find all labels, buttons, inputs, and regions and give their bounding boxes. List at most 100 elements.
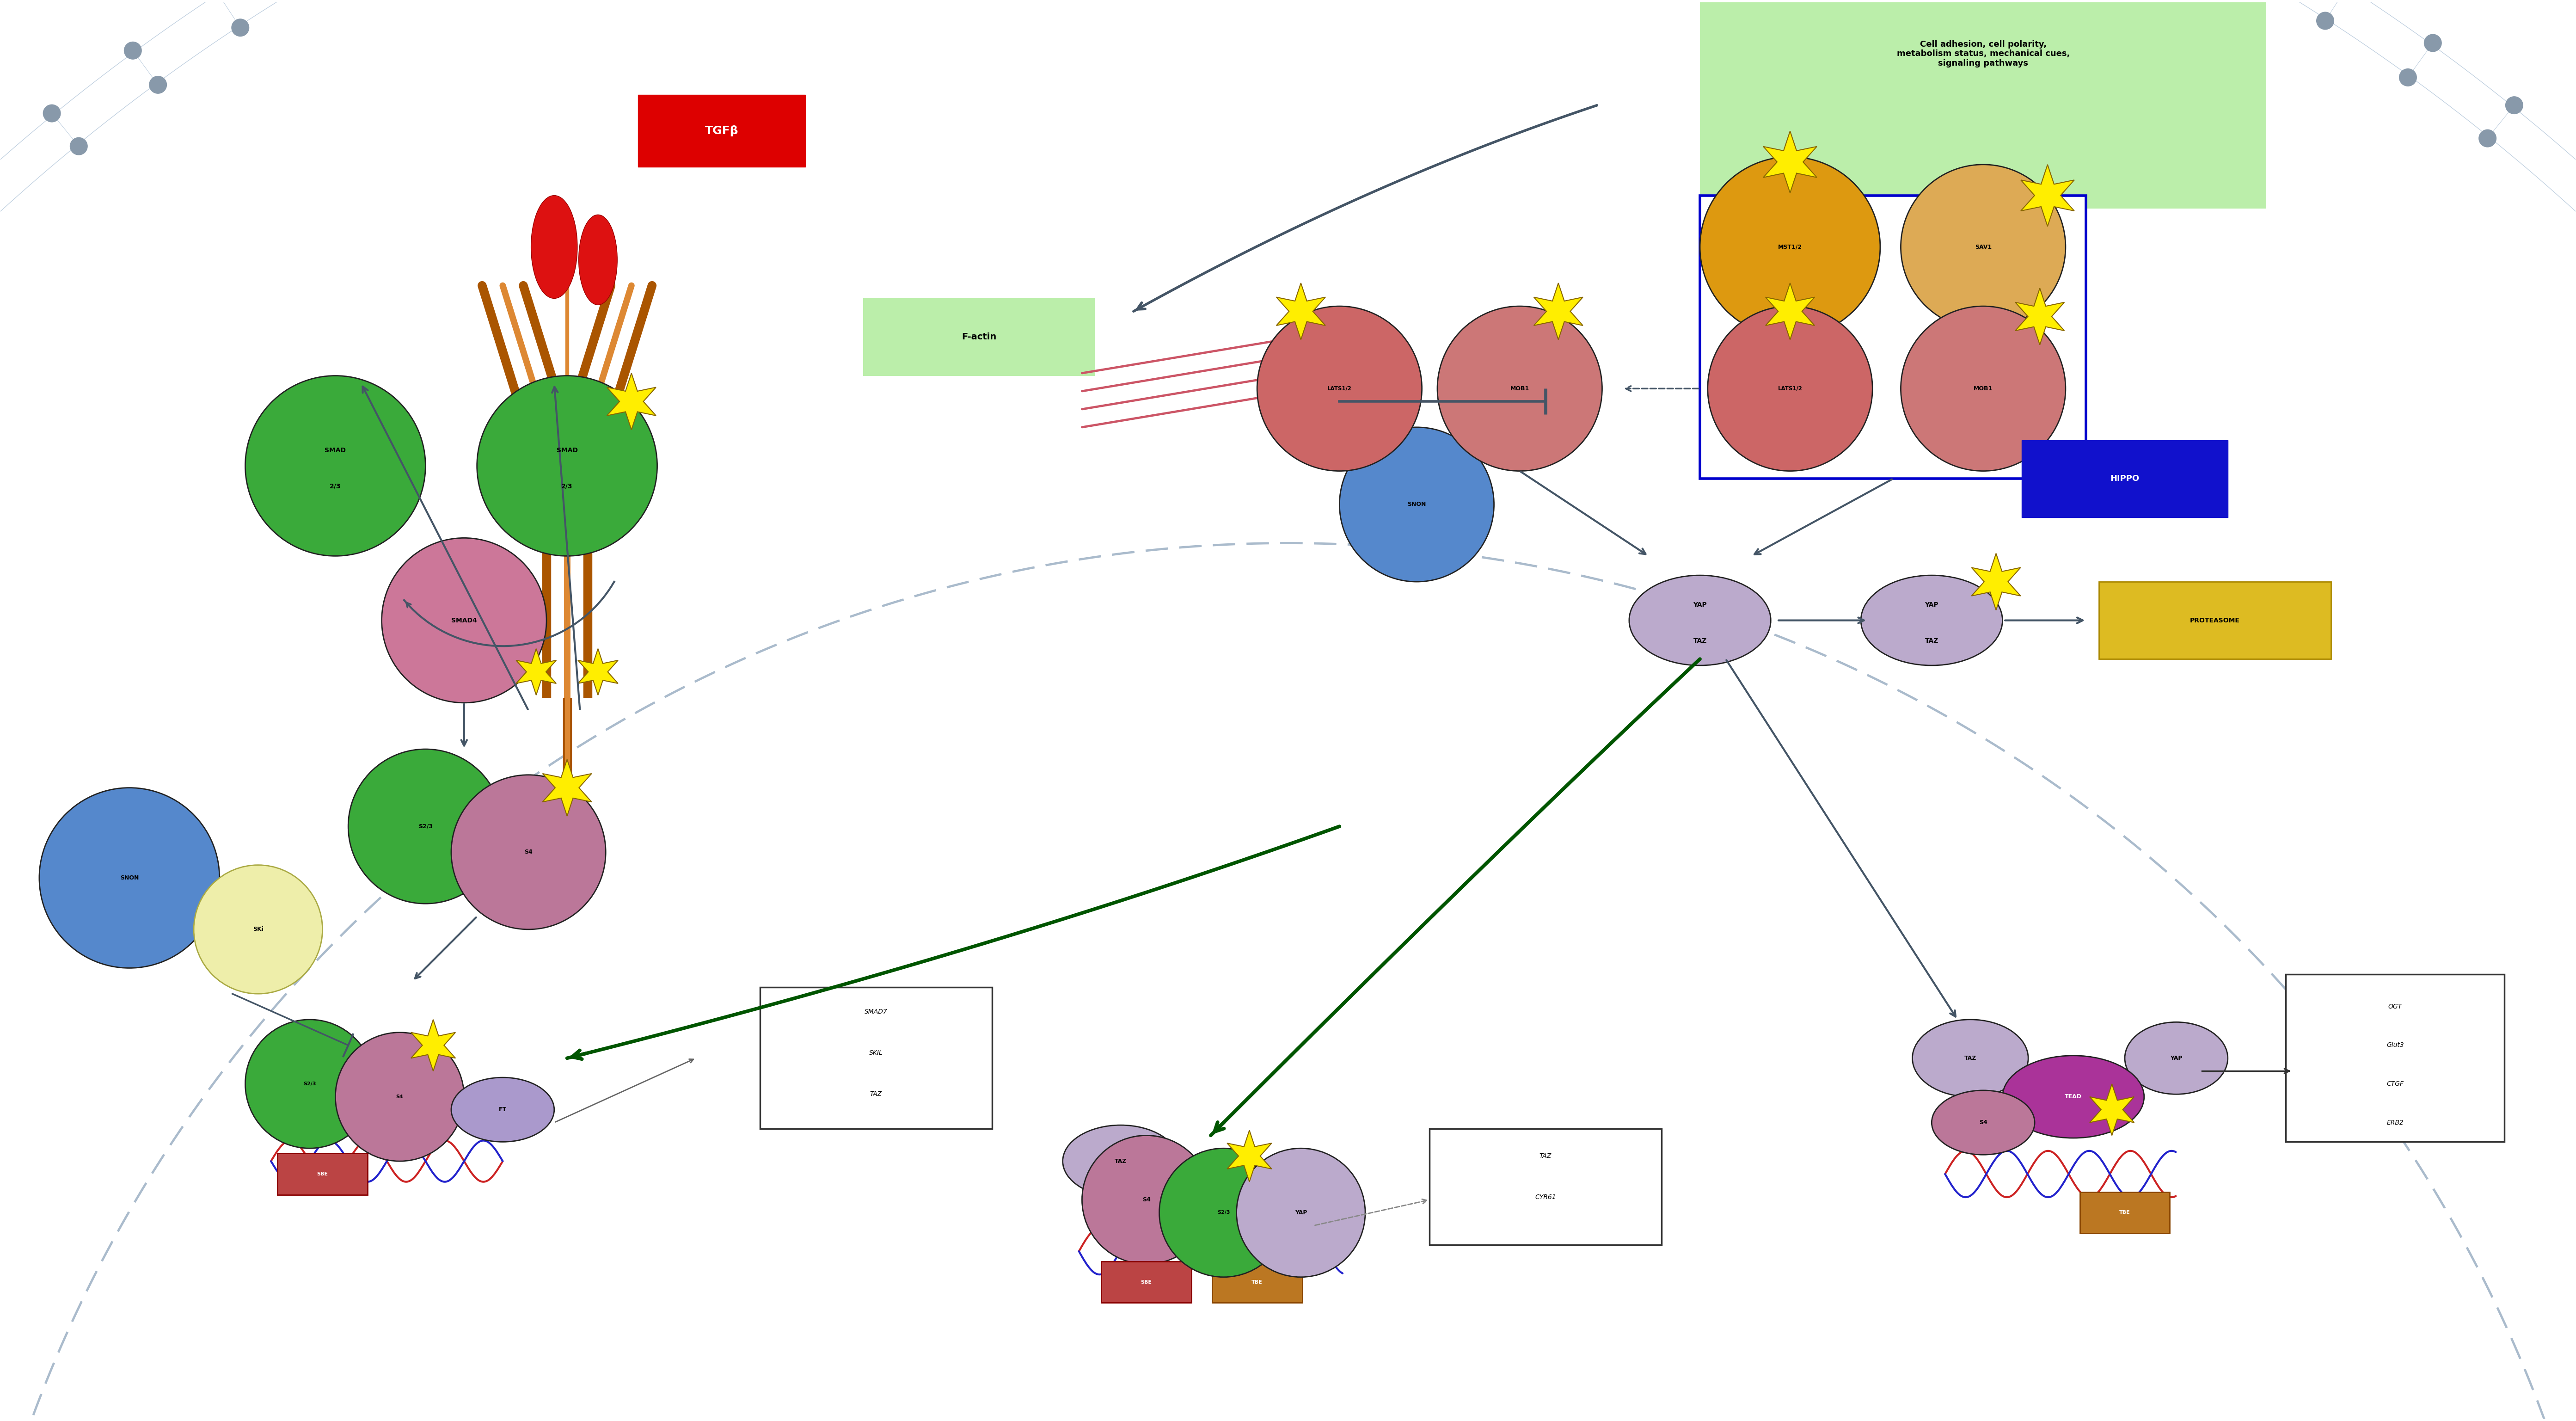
Circle shape	[1700, 156, 1880, 337]
Text: OGT: OGT	[2388, 1003, 2401, 1010]
Text: S2/3: S2/3	[304, 1081, 317, 1086]
Text: MST1/2: MST1/2	[1777, 244, 1803, 250]
Ellipse shape	[1064, 1125, 1180, 1198]
Circle shape	[477, 375, 657, 556]
Bar	[2099, 581, 2331, 659]
Circle shape	[44, 104, 62, 122]
Text: S4: S4	[397, 1094, 404, 1098]
Circle shape	[124, 41, 142, 60]
Circle shape	[1437, 306, 1602, 470]
Text: TBE: TBE	[2120, 1211, 2130, 1215]
Polygon shape	[515, 649, 556, 695]
Ellipse shape	[531, 196, 577, 298]
Circle shape	[193, 865, 322, 993]
Circle shape	[232, 18, 250, 37]
Text: S2/3: S2/3	[1218, 1211, 1229, 1215]
Text: TGFβ: TGFβ	[706, 125, 739, 136]
Circle shape	[2424, 34, 2442, 53]
Text: SMAD7: SMAD7	[866, 1009, 889, 1015]
Polygon shape	[577, 649, 618, 695]
Text: SBE: SBE	[1141, 1280, 1151, 1285]
Text: Glut3: Glut3	[2385, 1042, 2403, 1049]
Polygon shape	[608, 374, 657, 429]
Ellipse shape	[2002, 1056, 2143, 1138]
Circle shape	[2316, 11, 2334, 30]
Bar	[2285, 975, 2504, 1142]
Circle shape	[2506, 97, 2524, 114]
Text: S2/3: S2/3	[417, 823, 433, 830]
Ellipse shape	[451, 1077, 554, 1142]
Text: CTGF: CTGF	[2385, 1081, 2403, 1087]
Text: Cell adhesion, cell polarity,
metabolism status, mechanical cues,
signaling path: Cell adhesion, cell polarity, metabolism…	[1896, 40, 2069, 68]
Text: 2/3: 2/3	[562, 483, 572, 490]
Text: YAP: YAP	[1296, 1209, 1306, 1216]
Text: PROTEASOME: PROTEASOME	[2190, 617, 2241, 624]
Polygon shape	[1971, 553, 2020, 610]
Text: MOB1: MOB1	[1510, 385, 1530, 392]
Text: TAZ: TAZ	[1924, 638, 1940, 644]
Bar	[639, 95, 806, 168]
Text: TBE: TBE	[1252, 1280, 1262, 1285]
Polygon shape	[1533, 283, 1582, 340]
Circle shape	[1236, 1148, 1365, 1277]
Text: TAZ: TAZ	[871, 1091, 881, 1097]
Circle shape	[1340, 428, 1494, 581]
Text: HIPPO: HIPPO	[2110, 475, 2141, 483]
Bar	[1430, 1130, 1662, 1245]
Circle shape	[1257, 306, 1422, 470]
Text: MOB1: MOB1	[1973, 385, 1994, 392]
Text: SKIL: SKIL	[868, 1050, 884, 1056]
Polygon shape	[2089, 1084, 2133, 1135]
Polygon shape	[412, 1019, 456, 1071]
Circle shape	[39, 787, 219, 968]
Polygon shape	[1275, 283, 1327, 340]
Text: TAZ: TAZ	[1692, 638, 1708, 644]
Ellipse shape	[1860, 576, 2002, 665]
Bar	[863, 298, 1095, 375]
Text: F-actin: F-actin	[961, 333, 997, 341]
Circle shape	[2478, 129, 2496, 148]
Text: SMAD: SMAD	[556, 448, 577, 453]
Text: SNON: SNON	[121, 875, 139, 881]
Bar	[1700, 3, 2267, 209]
Text: SMAD4: SMAD4	[451, 617, 477, 624]
Text: SKi: SKi	[252, 926, 263, 932]
Circle shape	[1901, 165, 2066, 330]
Bar	[2079, 1192, 2169, 1233]
Circle shape	[1082, 1135, 1211, 1265]
Ellipse shape	[1932, 1090, 2035, 1155]
Text: TAZ: TAZ	[1115, 1158, 1126, 1164]
Circle shape	[2398, 68, 2416, 87]
Text: ERB2: ERB2	[2385, 1120, 2403, 1125]
Circle shape	[1708, 306, 1873, 470]
Polygon shape	[2014, 288, 2063, 345]
Text: TAZ: TAZ	[1540, 1152, 1551, 1160]
Bar	[2022, 441, 2228, 517]
Circle shape	[70, 138, 88, 155]
Text: TEAD: TEAD	[2066, 1094, 2081, 1100]
Text: LATS1/2: LATS1/2	[1327, 385, 1352, 392]
Text: LATS1/2: LATS1/2	[1777, 385, 1803, 392]
Ellipse shape	[1911, 1019, 2027, 1097]
Text: CYR61: CYR61	[1535, 1194, 1556, 1201]
Circle shape	[149, 75, 167, 94]
Bar	[760, 988, 992, 1130]
Text: S4: S4	[1141, 1196, 1151, 1202]
Circle shape	[1159, 1148, 1288, 1277]
Bar	[1213, 1262, 1301, 1303]
Polygon shape	[1765, 283, 1814, 340]
Ellipse shape	[2125, 1022, 2228, 1094]
Polygon shape	[1226, 1130, 1273, 1182]
Circle shape	[335, 1033, 464, 1161]
Text: S4: S4	[1978, 1120, 1986, 1125]
Text: SNON: SNON	[1406, 502, 1427, 507]
Text: YAP: YAP	[1924, 601, 1940, 608]
Circle shape	[245, 375, 425, 556]
Circle shape	[348, 749, 502, 904]
Text: YAP: YAP	[1692, 601, 1708, 608]
Circle shape	[245, 1019, 374, 1148]
Text: 2/3: 2/3	[330, 483, 340, 490]
Circle shape	[1901, 306, 2066, 470]
Polygon shape	[544, 759, 592, 816]
Polygon shape	[1765, 131, 1816, 193]
